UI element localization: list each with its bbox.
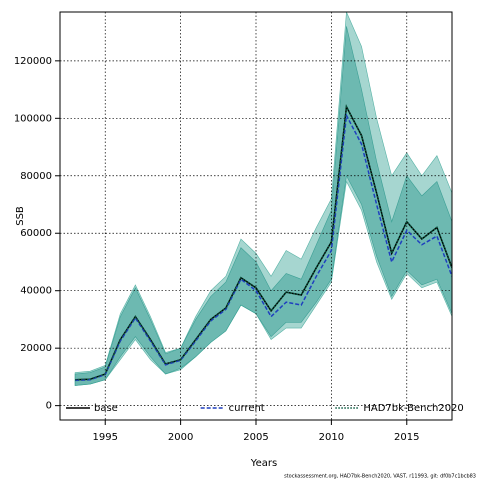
lines bbox=[75, 104, 452, 382]
legend-label: base bbox=[94, 403, 118, 414]
legend-label: HAD7bk-Bench2020 bbox=[363, 403, 463, 414]
x-tick-label: 1995 bbox=[93, 432, 118, 443]
series-line bbox=[75, 112, 452, 382]
x-tick-label: 2010 bbox=[319, 432, 344, 443]
y-tick-label: 0 bbox=[46, 401, 52, 412]
x-tick-label: 2005 bbox=[243, 432, 268, 443]
y-tick-label: 40000 bbox=[20, 286, 52, 297]
y-axis-label: SSB bbox=[15, 206, 26, 226]
confidence-band bbox=[74, 26, 452, 386]
confidence-band bbox=[74, 12, 452, 386]
y-tick-label: 60000 bbox=[20, 228, 52, 239]
x-axis-label: Years bbox=[250, 458, 277, 469]
x-tick-label: 2000 bbox=[168, 432, 193, 443]
y-tick-label: 80000 bbox=[20, 171, 52, 182]
series-line bbox=[75, 104, 452, 381]
y-tick-label: 100000 bbox=[14, 113, 52, 124]
y-tick-label: 120000 bbox=[14, 56, 52, 67]
legend-label: current bbox=[229, 403, 265, 414]
y-tick-label: 20000 bbox=[20, 343, 52, 354]
bands bbox=[74, 12, 452, 386]
x-tick-label: 2015 bbox=[394, 432, 419, 443]
footnote: stockassessment.org, HAD7bk-Bench2020, V… bbox=[284, 474, 476, 480]
